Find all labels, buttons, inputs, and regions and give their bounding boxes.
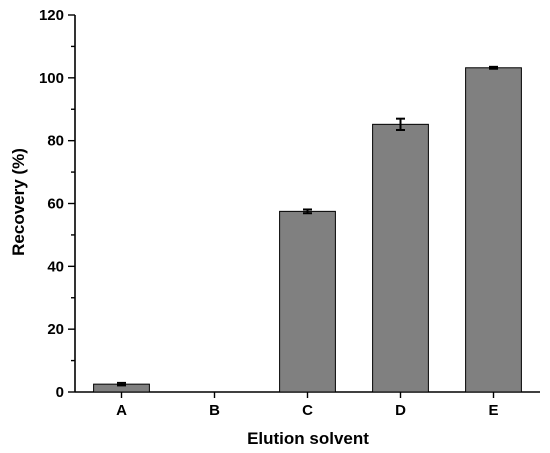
y-axis-title: Recovery (%) bbox=[9, 148, 28, 256]
y-tick-label: 80 bbox=[47, 133, 64, 150]
x-tick-label: A bbox=[116, 402, 127, 419]
y-tick-label: 40 bbox=[47, 258, 64, 275]
x-tick-label: B bbox=[209, 402, 220, 419]
bar-D bbox=[372, 123, 429, 393]
plot-area: 0 20 40 60 80 100 120 A B C D E bbox=[39, 7, 540, 419]
bar-C bbox=[279, 210, 336, 393]
y-tick-label: 120 bbox=[39, 7, 64, 24]
bar-E bbox=[465, 67, 522, 393]
y-tick-label: 60 bbox=[47, 196, 64, 213]
x-tick-label: C bbox=[302, 402, 313, 419]
y-tick-label: 20 bbox=[47, 321, 64, 338]
y-tick-label: 100 bbox=[39, 70, 64, 87]
x-tick-label: E bbox=[488, 402, 498, 419]
x-axis-title: Elution solvent bbox=[247, 429, 369, 448]
x-tick-label: D bbox=[395, 402, 406, 419]
y-tick-label: 0 bbox=[56, 384, 64, 401]
